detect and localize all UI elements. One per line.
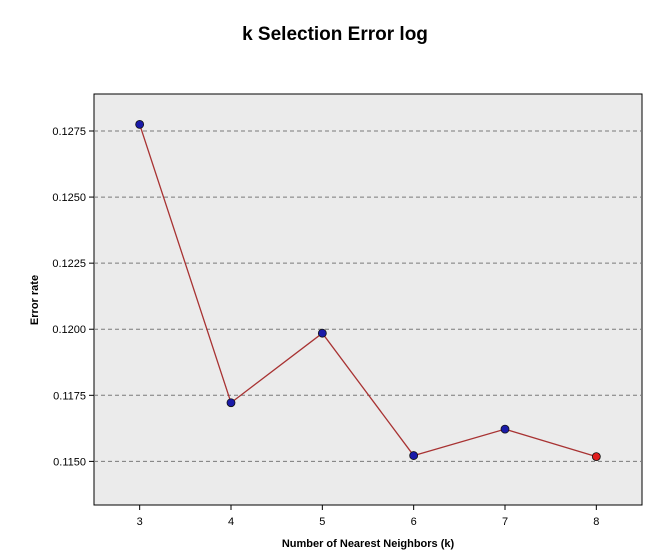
y-tick-label: 0.1150 xyxy=(53,456,86,468)
plot-area xyxy=(93,93,643,506)
data-point xyxy=(409,451,419,460)
data-point xyxy=(135,119,145,129)
data-point xyxy=(226,398,236,408)
x-axis-title: Number of Nearest Neighbors (k) xyxy=(282,538,455,550)
chart-title: k Selection Error log xyxy=(242,24,428,45)
error-series xyxy=(135,119,601,462)
x-axis: 3 4 5 6 7 8 xyxy=(137,505,599,528)
y-tick-label: 0.1175 xyxy=(53,390,86,402)
y-axis: 0.1275 0.1250 0.1225 0.1200 0.1175 0.1150 xyxy=(52,126,94,468)
y-tick-label: 0.1225 xyxy=(52,258,86,270)
y-tick-label: 0.1250 xyxy=(52,192,86,204)
x-tick-label: 3 xyxy=(137,516,143,528)
data-point xyxy=(317,328,327,338)
selected-data-point xyxy=(591,452,601,462)
x-tick-label: 4 xyxy=(228,516,234,528)
x-tick-label: 8 xyxy=(593,516,599,528)
x-tick-label: 5 xyxy=(319,516,325,528)
y-axis-title: Error rate xyxy=(29,275,41,325)
y-tick-label: 0.1200 xyxy=(52,324,86,336)
x-tick-label: 7 xyxy=(502,516,508,528)
x-tick-label: 6 xyxy=(411,516,417,528)
series-line xyxy=(139,124,597,458)
y-tick-label: 0.1275 xyxy=(52,126,86,138)
data-point xyxy=(500,424,510,434)
